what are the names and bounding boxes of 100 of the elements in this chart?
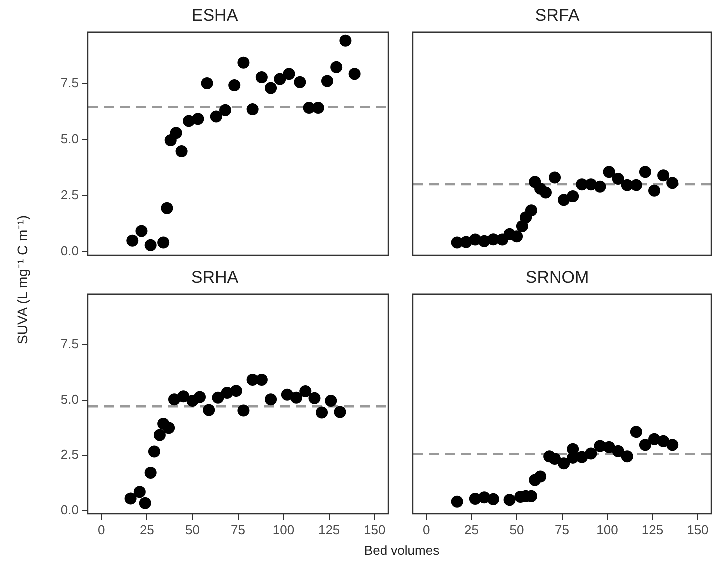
y-tick-label: 7.5 xyxy=(60,76,79,91)
chart-title: SRNOM xyxy=(526,268,590,287)
point xyxy=(340,34,352,47)
point xyxy=(567,190,580,203)
point xyxy=(334,406,346,418)
x-tick-label: 0 xyxy=(98,522,106,538)
point xyxy=(639,166,652,178)
point xyxy=(648,184,661,197)
point xyxy=(176,145,188,158)
point xyxy=(612,173,624,186)
point xyxy=(294,76,306,88)
point xyxy=(511,230,524,243)
x-tick-label: 150 xyxy=(364,522,386,538)
point xyxy=(451,496,464,508)
point xyxy=(594,180,606,193)
point xyxy=(316,406,328,419)
point xyxy=(161,202,174,214)
point xyxy=(558,458,570,470)
point xyxy=(144,239,157,252)
point xyxy=(666,177,679,190)
point xyxy=(228,80,241,92)
point xyxy=(658,170,670,182)
point xyxy=(212,392,224,404)
x-tick-label: 25 xyxy=(464,522,480,538)
point xyxy=(148,446,160,458)
point xyxy=(201,78,214,90)
point xyxy=(158,236,170,249)
x-tick-label: 125 xyxy=(318,522,340,538)
point xyxy=(281,388,294,401)
x-tick-label: 0 xyxy=(422,522,430,538)
point xyxy=(321,75,334,88)
y-tick-label: 5.0 xyxy=(60,392,79,407)
point xyxy=(534,470,547,483)
x-tick-label: 100 xyxy=(596,522,618,538)
x-axis-title: Bed volumes xyxy=(364,543,440,558)
point xyxy=(558,194,570,206)
point xyxy=(300,386,312,398)
y-tick-label: 0.0 xyxy=(60,244,79,259)
y-tick-label: 0.0 xyxy=(60,502,79,518)
point xyxy=(238,56,250,69)
point xyxy=(603,441,616,454)
point xyxy=(549,172,562,184)
point xyxy=(283,68,296,80)
point xyxy=(136,225,148,238)
point xyxy=(290,392,303,404)
x-tick-label: 125 xyxy=(642,522,664,538)
point xyxy=(639,439,652,452)
point xyxy=(265,82,278,94)
point xyxy=(230,385,242,398)
point xyxy=(192,113,204,126)
point xyxy=(621,450,634,463)
point xyxy=(256,374,268,386)
point xyxy=(124,492,137,505)
point xyxy=(210,110,222,123)
point xyxy=(144,466,157,479)
point xyxy=(603,166,616,178)
point xyxy=(220,104,232,116)
point xyxy=(178,390,190,403)
point xyxy=(312,102,324,114)
point xyxy=(256,71,268,84)
chart-title: SRFA xyxy=(535,6,580,25)
point xyxy=(194,391,206,404)
x-tick-label: 50 xyxy=(185,522,200,538)
point xyxy=(348,68,361,80)
point xyxy=(666,439,679,452)
y-tick-label: 2.5 xyxy=(60,188,79,203)
point xyxy=(330,61,343,74)
point xyxy=(504,494,516,506)
point xyxy=(246,104,259,116)
x-tick-label: 150 xyxy=(687,522,709,538)
point xyxy=(325,395,338,407)
point xyxy=(630,179,642,192)
point xyxy=(168,394,181,406)
point xyxy=(163,422,176,434)
point xyxy=(488,493,500,506)
point xyxy=(540,186,552,199)
point xyxy=(516,220,528,232)
point xyxy=(154,429,166,442)
x-tick-label: 25 xyxy=(140,522,154,538)
x-tick-label: 75 xyxy=(555,522,570,538)
point xyxy=(576,451,588,464)
y-axis-title: SUVA (L mg⁻¹ C m⁻¹) xyxy=(14,215,32,345)
chart-title: ESHA xyxy=(192,6,239,25)
point xyxy=(630,426,642,438)
point xyxy=(274,73,286,86)
point xyxy=(308,392,321,404)
point xyxy=(658,435,670,448)
point xyxy=(525,204,538,217)
point xyxy=(139,497,152,510)
point xyxy=(238,404,250,417)
point xyxy=(134,486,146,498)
point xyxy=(265,394,278,406)
chart-title: SRHA xyxy=(191,268,240,287)
y-tick-label: 7.5 xyxy=(60,336,79,352)
point xyxy=(170,127,182,140)
point xyxy=(126,234,139,247)
point xyxy=(585,448,598,460)
x-tick-label: 100 xyxy=(272,522,295,538)
point xyxy=(549,453,562,466)
y-tick-label: 2.5 xyxy=(60,447,79,462)
